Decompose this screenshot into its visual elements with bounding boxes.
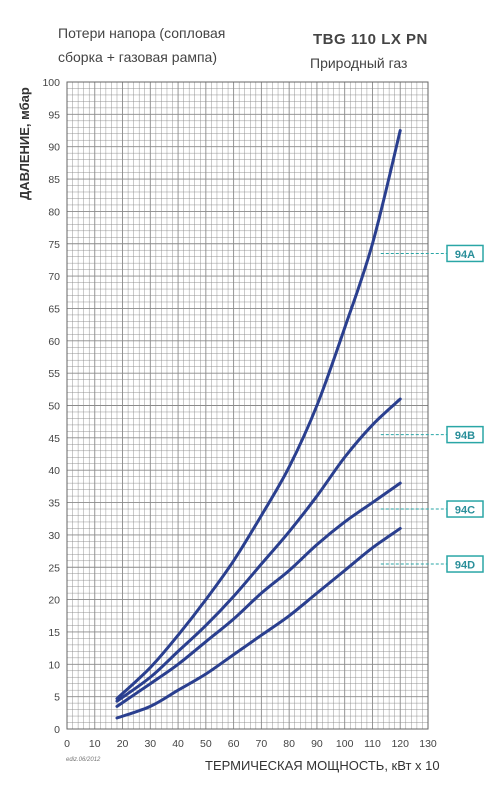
y-tick-label: 55 (48, 368, 60, 380)
y-tick-label: 100 (42, 77, 60, 89)
series-tag-label: 94D (455, 560, 475, 572)
x-tick-label: 130 (419, 738, 437, 750)
chart-subtitle-line2: сборка + газовая рампа) (58, 49, 218, 65)
model-title: TBG 110 LX PN (313, 31, 428, 48)
x-tick-label: 90 (311, 738, 323, 750)
y-tick-label: 70 (48, 271, 60, 283)
series-tag-label: 94A (455, 249, 475, 261)
series-tag-label: 94B (455, 430, 475, 442)
y-tick-label: 20 (48, 595, 60, 607)
x-tick-label: 70 (256, 738, 268, 750)
x-axis-label: ТЕРМИЧЕСКАЯ МОЩНОСТЬ, кВт х 10 (205, 758, 440, 773)
y-tick-label: 60 (48, 336, 60, 348)
y-tick-label: 5 (54, 692, 60, 704)
chart-subtitle-line1: Потери напора (сопловая (58, 25, 226, 41)
y-tick-label: 30 (48, 530, 60, 542)
y-tick-label: 10 (48, 659, 60, 671)
series-line-94a (115, 129, 402, 701)
y-tick-label: 80 (48, 206, 60, 218)
x-tick-label: 40 (172, 738, 184, 750)
y-tick-label: 15 (48, 627, 60, 639)
series-tag-box (446, 244, 484, 263)
y-tick-label: 35 (48, 498, 60, 510)
series-tag-box (446, 425, 484, 444)
y-tick-label: 95 (48, 109, 60, 121)
y-tick-label: 85 (48, 174, 60, 186)
y-tick-label: 65 (48, 303, 60, 315)
x-tick-label: 60 (228, 738, 240, 750)
plot-frame (66, 81, 429, 730)
y-tick-label: 45 (48, 433, 60, 445)
x-tick-label: 20 (117, 738, 129, 750)
y-tick-label: 50 (48, 401, 60, 413)
x-tick-label: 10 (89, 738, 101, 750)
x-tick-label: 110 (364, 738, 381, 750)
x-tick-label: 100 (336, 738, 354, 750)
y-tick-label: 40 (48, 465, 60, 477)
series-line-94c (115, 481, 402, 708)
x-tick-label: 120 (391, 738, 409, 750)
series-tag-box (446, 500, 484, 518)
y-tick-label: 75 (48, 239, 60, 251)
x-tick-label: 0 (64, 738, 70, 750)
x-tick-label: 80 (283, 738, 295, 750)
y-tick-label: 0 (54, 724, 60, 736)
y-tick-label: 25 (48, 562, 60, 574)
x-tick-label: 30 (144, 738, 156, 750)
gas-type-label: Природный газ (310, 55, 408, 71)
edition-note: ediz.06/2012 (66, 757, 101, 763)
series-line-94d (115, 526, 402, 720)
series-tag-label: 94C (455, 505, 475, 517)
series-line-94b (115, 397, 402, 703)
x-tick-label: 50 (200, 738, 212, 750)
series-tag-box (446, 555, 484, 573)
y-tick-label: 90 (48, 142, 60, 154)
